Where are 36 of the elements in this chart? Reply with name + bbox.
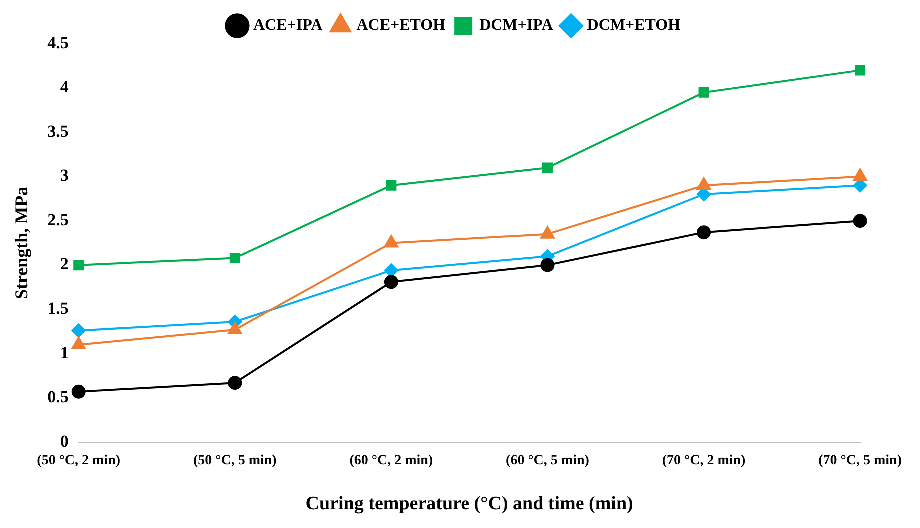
point xyxy=(855,65,866,76)
point xyxy=(72,384,86,399)
point xyxy=(384,275,398,290)
point xyxy=(386,180,397,191)
point xyxy=(72,324,86,338)
y-tick-label: 2 xyxy=(60,254,69,274)
y-tick-label: 0 xyxy=(60,432,69,451)
y-tick-label: 1 xyxy=(60,343,69,362)
y-tick-label: 1.5 xyxy=(48,298,69,318)
y-tick-label: 2.5 xyxy=(48,210,69,230)
point xyxy=(540,258,555,272)
legend-label: DCM+ETOH xyxy=(587,17,682,34)
x-tick-label: (60 °C, 2 min) xyxy=(350,453,434,468)
y-tick-label: 4 xyxy=(60,78,70,97)
y-tick-label: 0.5 xyxy=(48,388,69,407)
legend-label: ACE+IPA xyxy=(253,17,324,34)
y-tick-label: 3.5 xyxy=(48,122,69,141)
point xyxy=(228,376,242,390)
x-tick-label: (60 °C, 5 min) xyxy=(506,453,590,468)
point xyxy=(853,214,868,228)
y-tick-label: 3 xyxy=(60,166,69,186)
y-axis-title: Strength, MPa xyxy=(11,186,32,300)
x-tick-label: (50 °C, 2 min) xyxy=(37,453,121,468)
y-tick-label: 4.5 xyxy=(48,33,69,52)
point xyxy=(72,337,86,350)
x-tick-label: (70 °C, 2 min) xyxy=(662,453,746,468)
legend-label: DCM+IPA xyxy=(480,17,554,34)
point xyxy=(230,253,240,264)
point xyxy=(697,226,712,240)
x-axis-title: Curing temperature (°C) and time (min) xyxy=(306,494,634,515)
legend-label: ACE+ETOH xyxy=(356,17,446,34)
point xyxy=(542,162,553,174)
x-tick-label: (50 °C, 5 min) xyxy=(193,453,278,468)
point xyxy=(74,260,84,271)
point xyxy=(698,87,710,98)
x-tick-label: (70 °C, 5 min) xyxy=(818,453,902,468)
